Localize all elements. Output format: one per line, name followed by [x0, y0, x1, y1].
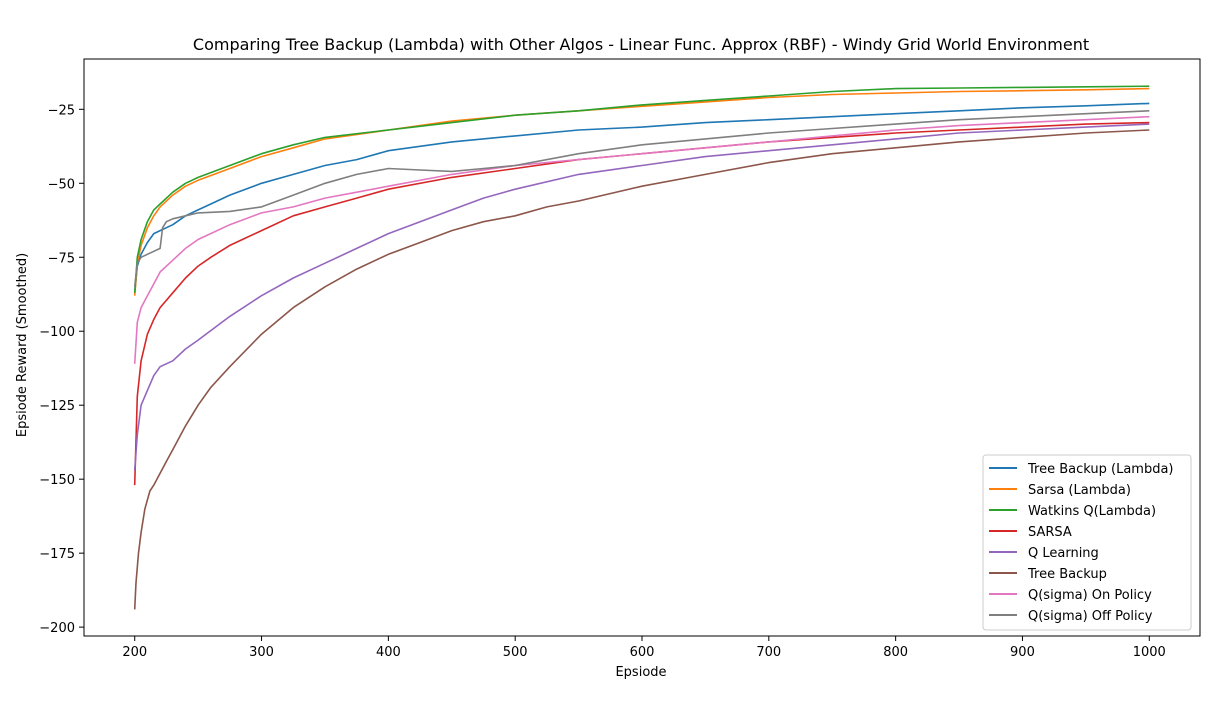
x-tick-label: 400: [376, 645, 401, 660]
y-tick-label: −75: [48, 251, 75, 266]
x-tick-label: 500: [503, 645, 528, 660]
x-tick-label: 700: [756, 645, 781, 660]
axes-layer: 200 300 400 500 600 700 800 900 1000 −200 −175 −150…: [39, 58, 1201, 660]
series-line-4: [133, 123, 1150, 471]
legend-label-2: Watkins Q(Lambda): [1028, 504, 1156, 519]
legend-label-7: Q(sigma) Off Policy: [1028, 609, 1153, 624]
x-tick-label: 200: [122, 645, 147, 660]
series-layer: [133, 85, 1150, 610]
legend-label-3: SARSA: [1028, 525, 1072, 540]
y-tick-label: −25: [48, 103, 75, 118]
legend-box: [982, 454, 1192, 631]
y-tick-label: −175: [39, 547, 75, 562]
legend-label-1: Sarsa (Lambda): [1028, 483, 1131, 498]
y-tick-label: −50: [48, 177, 75, 192]
series-line-0: [133, 102, 1150, 293]
series-line-6: [133, 115, 1150, 364]
y-axis-label: Epsiode Reward (Smoothed): [15, 253, 30, 437]
x-tick-label: 600: [630, 645, 655, 660]
legend-label-4: Q Learning: [1028, 546, 1099, 561]
y-tick-label: −150: [39, 473, 75, 488]
legend: Tree Backup (Lambda) Sarsa (Lambda) Watkin…: [982, 454, 1192, 631]
x-tick-label: 800: [883, 645, 908, 660]
series-line-7: [133, 110, 1150, 287]
x-tick-label: 300: [249, 645, 274, 660]
x-tick-label: 900: [1010, 645, 1035, 660]
series-line-2: [133, 85, 1150, 293]
chart-title: Comparing Tree Backup (Lambda) with Othe…: [193, 35, 1089, 54]
series-line-5: [133, 129, 1150, 610]
legend-label-6: Q(sigma) On Policy: [1028, 588, 1152, 603]
x-tick-label: 1000: [1133, 645, 1166, 660]
x-axis-label: Epsiode: [615, 665, 666, 680]
y-tick-label: −200: [39, 621, 75, 636]
y-tick-label: −100: [39, 325, 75, 340]
legend-label-5: Tree Backup: [1027, 567, 1107, 582]
series-line-3: [133, 121, 1150, 486]
legend-label-0: Tree Backup (Lambda): [1027, 462, 1174, 477]
y-tick-label: −125: [39, 399, 75, 414]
